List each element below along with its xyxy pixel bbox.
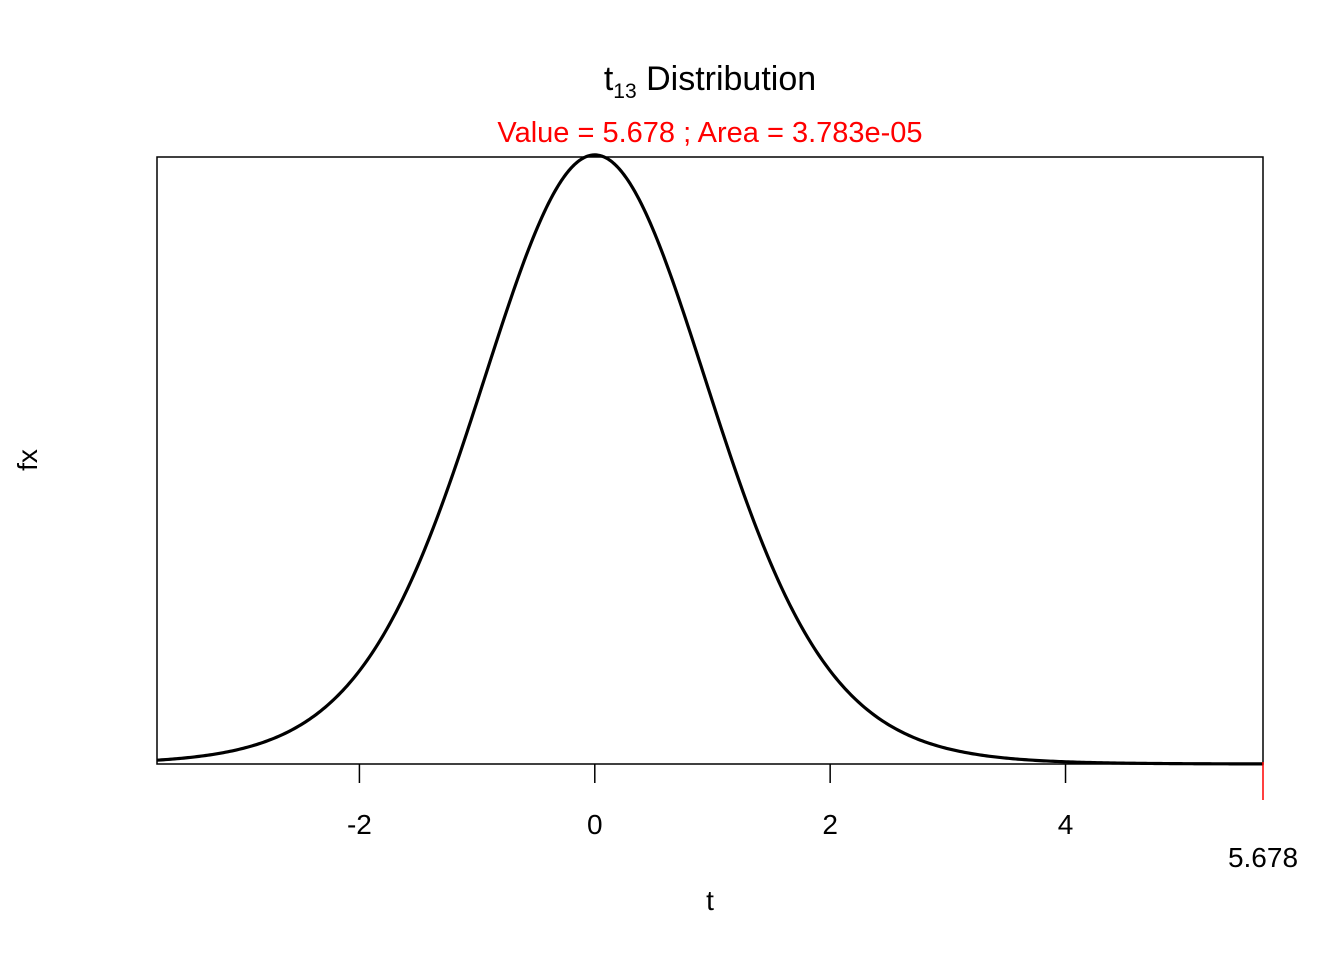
x-axis: -2 0 2 4 [347, 764, 1073, 840]
critical-value-label: 5.678 [1228, 842, 1298, 873]
chart-subtitle: Value = 5.678 ; Area = 3.783e-05 [497, 117, 922, 149]
x-tick-label: -2 [347, 809, 372, 840]
x-tick-label: 0 [587, 809, 603, 840]
y-axis-label: fx [12, 449, 43, 471]
density-curve [156, 153, 1263, 766]
x-axis-label: t [706, 885, 714, 916]
chart-title: t13 Distribution [604, 60, 816, 103]
plot-frame [156, 156, 1264, 765]
x-tick-label: 4 [1058, 809, 1074, 840]
x-tick-label: 2 [822, 809, 838, 840]
